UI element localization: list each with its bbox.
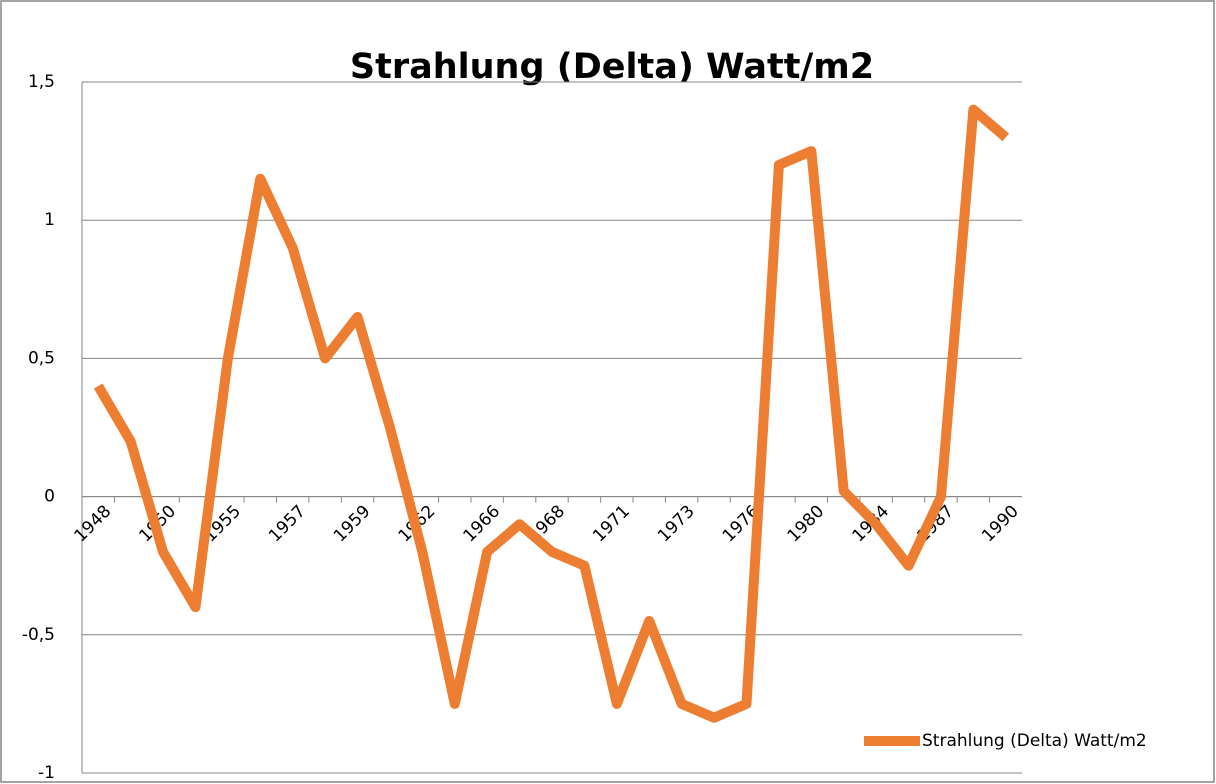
y-tick-label: 1 [44, 210, 55, 230]
chart-title: Strahlung (Delta) Watt/m2 [350, 47, 874, 87]
data-line [93, 104, 1010, 723]
legend-label: Strahlung (Delta) Watt/m2 [922, 731, 1147, 751]
y-tick-label: 0 [44, 487, 55, 507]
y-tick-label: 1,5 [28, 72, 55, 92]
y-tick-label: 0,5 [28, 348, 55, 368]
y-tick-label: -0,5 [22, 625, 55, 645]
y-tick-label: -1 [38, 763, 55, 783]
